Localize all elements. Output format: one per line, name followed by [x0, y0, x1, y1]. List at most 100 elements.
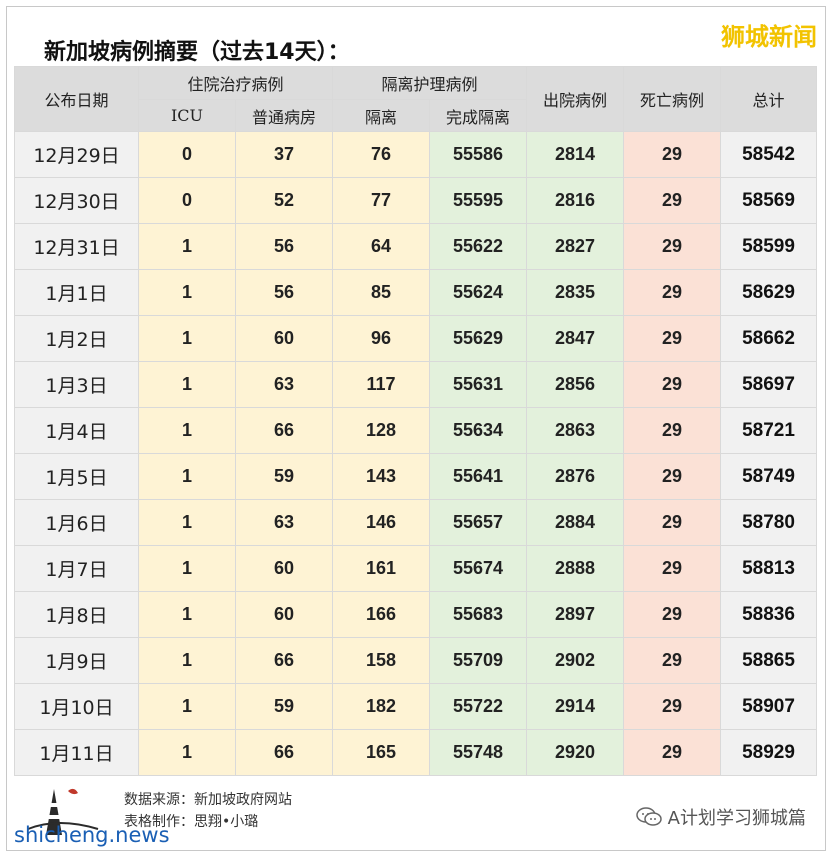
general-ward-cell: 37 [234, 131, 334, 178]
icu-cell: 1 [138, 223, 236, 270]
general-ward-cell: 63 [234, 499, 334, 546]
table-row: 12月29日 0 37 76 55586 2814 29 58542 [14, 131, 818, 178]
isolation-cell: 143 [332, 453, 431, 500]
deaths-cell: 29 [623, 545, 722, 592]
header-total: 总计 [720, 66, 818, 132]
icu-cell: 1 [138, 637, 236, 684]
discharged-cell: 2902 [526, 637, 625, 684]
total-cell: 58749 [720, 453, 818, 500]
general-ward-cell: 56 [234, 269, 334, 316]
total-cell: 58542 [720, 131, 818, 178]
table-body: 12月29日 0 37 76 55586 2814 29 58542 12月30日 0 52 77 55… [14, 131, 818, 776]
table-row: 1月8日 1 60 166 55683 2897 29 58836 [14, 591, 818, 638]
discharged-cell: 2863 [526, 407, 625, 454]
header-icu: ICU [138, 99, 236, 132]
table-row: 1月3日 1 63 117 55631 2856 29 58697 [14, 361, 818, 408]
icu-cell: 0 [138, 177, 236, 224]
isolation-cell: 182 [332, 683, 431, 730]
isolation-cell: 158 [332, 637, 431, 684]
total-cell: 58721 [720, 407, 818, 454]
total-cell: 58813 [720, 545, 818, 592]
brand-watermark: 狮城新闻 [721, 23, 817, 51]
total-cell: 58929 [720, 729, 818, 776]
icu-cell: 1 [138, 407, 236, 454]
total-cell: 58780 [720, 499, 818, 546]
table-author: 表格制作：思翔•小璐 [124, 814, 259, 830]
general-ward-cell: 60 [234, 591, 334, 638]
wechat-account-name: A计划学习狮城篇 [667, 808, 806, 829]
wechat-account[interactable]: A计划学习狮城篇 [635, 804, 806, 830]
discharged-cell: 2856 [526, 361, 625, 408]
table-row: 1月10日 1 59 182 55722 2914 29 58907 [14, 683, 818, 730]
completed-isolation-cell: 55674 [429, 545, 528, 592]
general-ward-cell: 59 [234, 453, 334, 500]
date-cell: 1月1日 [14, 269, 139, 316]
table-row: 12月30日 0 52 77 55595 2816 29 58569 [14, 177, 818, 224]
table-row: 1月7日 1 60 161 55674 2888 29 58813 [14, 545, 818, 592]
deaths-cell: 29 [623, 729, 722, 776]
completed-isolation-cell: 55634 [429, 407, 528, 454]
isolation-cell: 117 [332, 361, 431, 408]
isolation-cell: 77 [332, 177, 431, 224]
discharged-cell: 2897 [526, 591, 625, 638]
discharged-cell: 2827 [526, 223, 625, 270]
date-cell: 1月2日 [14, 315, 139, 362]
discharged-cell: 2888 [526, 545, 625, 592]
isolation-cell: 161 [332, 545, 431, 592]
general-ward-cell: 66 [234, 407, 334, 454]
icu-cell: 1 [138, 683, 236, 730]
completed-isolation-cell: 55683 [429, 591, 528, 638]
general-ward-cell: 63 [234, 361, 334, 408]
header-hospitalized: 住院治疗病例 [137, 66, 334, 100]
deaths-cell: 29 [623, 223, 722, 270]
total-cell: 58569 [720, 177, 818, 224]
icu-cell: 1 [138, 361, 236, 408]
table-row: 1月5日 1 59 143 55641 2876 29 58749 [14, 453, 818, 500]
icu-cell: 1 [138, 269, 236, 316]
table-row: 1月11日 1 66 165 55748 2920 29 58929 [14, 729, 818, 776]
completed-isolation-cell: 55657 [429, 499, 528, 546]
deaths-cell: 29 [623, 407, 722, 454]
total-cell: 58629 [720, 269, 818, 316]
completed-isolation-cell: 55709 [429, 637, 528, 684]
deaths-cell: 29 [623, 499, 722, 546]
completed-isolation-cell: 55722 [429, 683, 528, 730]
header-general-ward: 普通病房 [234, 99, 334, 132]
header-date: 公布日期 [14, 66, 139, 132]
discharged-cell: 2920 [526, 729, 625, 776]
header-completed-isolation: 完成隔离 [429, 99, 528, 132]
icu-cell: 0 [138, 131, 236, 178]
completed-isolation-cell: 55624 [429, 269, 528, 316]
completed-isolation-cell: 55629 [429, 315, 528, 362]
total-cell: 58865 [720, 637, 818, 684]
completed-isolation-cell: 55631 [429, 361, 528, 408]
icu-cell: 1 [138, 499, 236, 546]
table-row: 1月4日 1 66 128 55634 2863 29 58721 [14, 407, 818, 454]
deaths-cell: 29 [623, 591, 722, 638]
icu-cell: 1 [138, 591, 236, 638]
discharged-cell: 2914 [526, 683, 625, 730]
total-cell: 58836 [720, 591, 818, 638]
total-cell: 58599 [720, 223, 818, 270]
date-cell: 1月9日 [14, 637, 139, 684]
date-cell: 12月31日 [14, 223, 139, 270]
icu-cell: 1 [138, 729, 236, 776]
header-isolation-care: 隔离护理病例 [332, 66, 528, 100]
deaths-cell: 29 [623, 131, 722, 178]
wechat-icon [635, 807, 662, 826]
general-ward-cell: 66 [234, 729, 334, 776]
data-source: 数据来源：新加坡政府网站 [124, 792, 292, 808]
table-row: 12月31日 1 56 64 55622 2827 29 58599 [14, 223, 818, 270]
date-cell: 1月4日 [14, 407, 139, 454]
table-row: 1月9日 1 66 158 55709 2902 29 58865 [14, 637, 818, 684]
site-link[interactable]: shicheng.news [14, 823, 170, 847]
general-ward-cell: 56 [234, 223, 334, 270]
discharged-cell: 2835 [526, 269, 625, 316]
date-cell: 1月6日 [14, 499, 139, 546]
date-cell: 1月5日 [14, 453, 139, 500]
icu-cell: 1 [138, 453, 236, 500]
total-cell: 58662 [720, 315, 818, 362]
header-deaths: 死亡病例 [623, 66, 722, 132]
isolation-cell: 76 [332, 131, 431, 178]
total-cell: 58907 [720, 683, 818, 730]
